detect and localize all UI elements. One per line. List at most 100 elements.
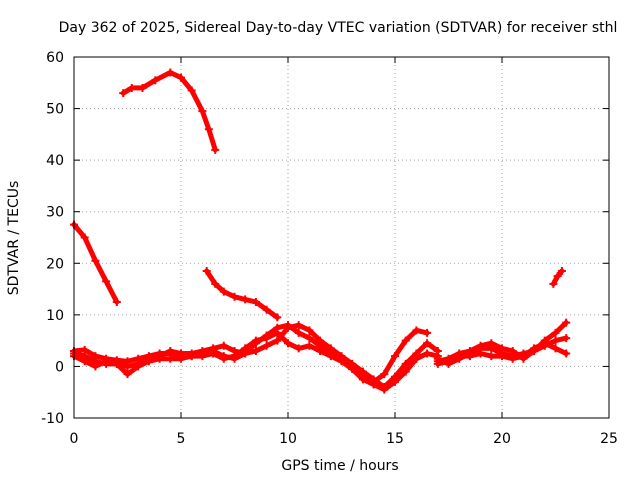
data-point-marker — [549, 279, 558, 288]
data-point-marker — [391, 377, 399, 386]
series-arc-late-rise — [549, 267, 566, 288]
x-tick-label: 0 — [70, 431, 79, 447]
data-point-marker — [444, 357, 453, 366]
data-point-marker — [294, 328, 303, 337]
data-point-marker — [102, 277, 111, 286]
data-point-marker — [123, 370, 132, 379]
data-point-marker — [166, 354, 175, 363]
data-point-marker — [487, 339, 496, 348]
data-point-marker — [219, 354, 228, 363]
axis-ticks: 0 5 10 15 20 25 -10 0 10 20 30 40 50 60 — [41, 50, 618, 447]
data-point-marker — [155, 354, 164, 363]
data-point-marker — [487, 352, 496, 361]
data-point-marker — [498, 344, 506, 353]
data-point-marker — [219, 287, 228, 296]
x-tick-label: 10 — [279, 431, 297, 447]
data-point-marker — [380, 385, 389, 394]
data-point-marker — [391, 352, 399, 361]
data-point-marker — [401, 367, 410, 376]
data-point-marker — [305, 326, 314, 335]
x-axis-label: GPS time / hours — [281, 458, 398, 474]
data-point-marker — [144, 357, 153, 366]
data-point-marker — [540, 339, 549, 348]
data-point-marker — [91, 256, 100, 265]
data-point-marker — [127, 83, 136, 92]
data-point-marker — [358, 367, 367, 376]
data-point-marker — [284, 323, 292, 332]
data-point-marker — [433, 359, 442, 368]
data-point-marker — [557, 267, 566, 276]
data-point-marker — [508, 354, 517, 363]
data-point-marker — [348, 365, 357, 374]
data-point-marker — [508, 346, 517, 355]
data-point-marker — [166, 68, 175, 77]
data-point-marker — [412, 326, 421, 335]
x-tick-label: 20 — [493, 431, 511, 447]
data-point-marker — [305, 334, 314, 343]
data-point-marker — [553, 272, 562, 281]
data-point-marker — [219, 341, 228, 350]
data-point-marker — [177, 354, 185, 363]
data-point-marker — [423, 339, 432, 348]
data-point-marker — [316, 336, 325, 345]
data-point-marker — [401, 359, 410, 368]
data-point-marker — [119, 89, 128, 98]
series-line — [120, 70, 218, 153]
data-point-marker — [380, 370, 389, 379]
data-point-marker — [273, 328, 282, 337]
data-point-marker — [423, 349, 432, 358]
data-point-marker — [241, 295, 250, 304]
data-point-marker — [273, 313, 282, 322]
plot-frame — [73, 56, 610, 419]
plot-area — [70, 68, 571, 394]
y-tick-label: 60 — [46, 50, 64, 66]
series-arc-midday-peak — [119, 68, 220, 154]
data-point-marker — [369, 380, 378, 389]
data-point-marker — [112, 297, 121, 306]
data-point-marker — [251, 346, 260, 355]
series-arc-afternoon-decay — [202, 267, 282, 322]
data-point-marker — [209, 349, 218, 358]
x-tick-label: 15 — [386, 431, 404, 447]
chart-title: Day 362 of 2025, Sidereal Day-to-day VTE… — [59, 20, 618, 36]
data-point-marker — [102, 357, 111, 366]
data-point-marker — [80, 357, 89, 366]
data-point-marker — [326, 352, 335, 361]
data-point-marker — [284, 339, 292, 348]
data-point-marker — [273, 336, 282, 345]
x-tick-label: 5 — [177, 431, 186, 447]
data-point-marker — [530, 344, 539, 353]
data-point-marker — [337, 357, 346, 366]
data-point-marker — [519, 352, 528, 361]
y-tick-label: 50 — [46, 102, 64, 118]
data-point-marker — [198, 352, 207, 361]
data-point-marker — [401, 336, 410, 345]
data-point-marker — [562, 318, 571, 327]
y-tick-label: 40 — [46, 153, 64, 169]
y-tick-label: 30 — [46, 205, 64, 221]
data-point-marker — [551, 344, 560, 353]
data-point-marker — [138, 83, 147, 92]
data-point-marker — [80, 233, 89, 242]
y-tick-label: 20 — [46, 256, 64, 272]
data-point-marker — [262, 305, 271, 314]
data-point-marker — [112, 359, 121, 368]
data-point-marker — [198, 107, 207, 116]
data-point-marker — [316, 346, 325, 355]
y-tick-label: -10 — [41, 411, 64, 427]
data-point-marker — [211, 145, 220, 154]
data-point-marker — [498, 352, 506, 361]
data-point-marker — [476, 341, 485, 350]
data-point-marker — [305, 341, 314, 350]
series-band-low-c — [70, 328, 442, 394]
x-tick-label: 25 — [600, 431, 618, 447]
data-point-marker — [230, 292, 239, 301]
data-point-marker — [465, 352, 474, 361]
data-point-marker — [562, 349, 571, 358]
data-point-marker — [91, 362, 100, 371]
data-point-marker — [187, 86, 196, 95]
data-point-marker — [251, 336, 260, 345]
y-axis-label: SDTVAR / TECUs — [6, 181, 22, 296]
data-point-marker — [166, 346, 175, 355]
